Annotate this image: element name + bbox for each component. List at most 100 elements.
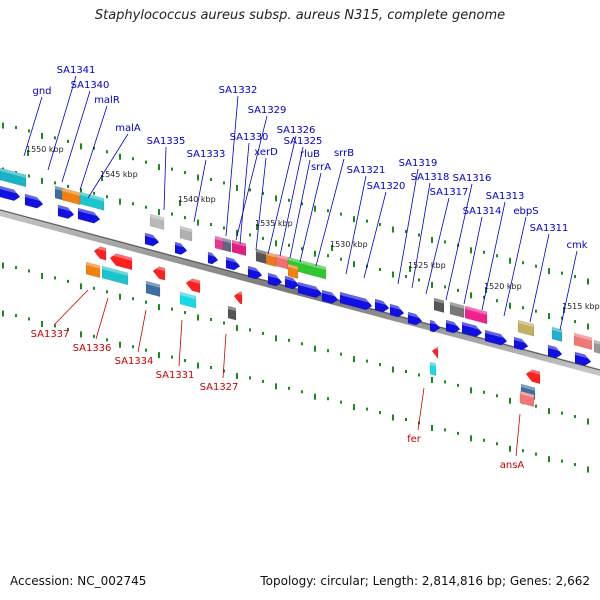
gene-label-rlub[interactable]: rluB <box>300 149 320 160</box>
gene-feature[interactable] <box>513 336 529 351</box>
gene-label-sa1336[interactable]: SA1336 <box>73 343 112 354</box>
gene-label-malr[interactable]: malR <box>94 95 120 106</box>
gene-feature[interactable] <box>433 297 445 313</box>
gc-dot <box>535 404 537 408</box>
gene-feature[interactable] <box>233 291 243 305</box>
gene-feature[interactable] <box>227 305 237 321</box>
gene-label-sa1329[interactable]: SA1329 <box>248 105 287 116</box>
gene-feature[interactable] <box>0 185 21 202</box>
gene-label-sa1332[interactable]: SA1332 <box>219 85 258 96</box>
gene-feature[interactable] <box>431 346 439 360</box>
gene-label-sa1334[interactable]: SA1334 <box>115 356 154 367</box>
gene-feature[interactable] <box>574 351 592 366</box>
gene-label-sa1316[interactable]: SA1316 <box>453 173 492 184</box>
gene-label-sa1330[interactable]: SA1330 <box>230 132 269 143</box>
gene-label-leader <box>163 146 167 211</box>
gene-feature[interactable] <box>77 207 101 224</box>
gene-feature[interactable] <box>464 305 488 325</box>
gene-label-sa1335[interactable]: SA1335 <box>147 136 186 147</box>
gene-feature[interactable] <box>149 213 165 231</box>
gene-label-sa1317[interactable]: SA1317 <box>430 187 469 198</box>
gene-label-sa1333[interactable]: SA1333 <box>187 149 226 160</box>
gene-feature[interactable] <box>174 241 188 255</box>
gene-feature[interactable] <box>144 232 160 247</box>
gene-feature[interactable] <box>152 266 166 281</box>
gene-feature[interactable] <box>231 239 247 257</box>
gene-label-sa1314[interactable]: SA1314 <box>463 206 502 217</box>
gene-feature[interactable] <box>79 191 105 211</box>
gene-label-gnd[interactable]: gnd <box>32 86 51 97</box>
gene-feature[interactable] <box>222 237 232 253</box>
gene-feature[interactable] <box>374 298 390 313</box>
gene-label-sa1340[interactable]: SA1340 <box>71 80 110 91</box>
gene-feature[interactable] <box>321 289 339 304</box>
gene-feature[interactable] <box>185 278 201 294</box>
gene-label-sa1327[interactable]: SA1327 <box>200 382 239 393</box>
gene-label-sa1326[interactable]: SA1326 <box>277 125 316 136</box>
gene-label-sa1311[interactable]: SA1311 <box>530 223 569 234</box>
gene-label-srra[interactable]: srrA <box>311 162 331 173</box>
gene-feature[interactable] <box>547 344 563 359</box>
gene-label-leader <box>239 142 250 245</box>
gene-feature[interactable] <box>551 326 563 342</box>
gc-dot <box>444 285 446 289</box>
gene-feature[interactable] <box>247 265 263 280</box>
gene-feature[interactable] <box>179 291 197 309</box>
gene-feature[interactable] <box>145 280 161 298</box>
gene-feature[interactable] <box>461 321 483 338</box>
gene-feature[interactable] <box>407 311 423 326</box>
gene-label-sa1318[interactable]: SA1318 <box>411 172 450 183</box>
gene-feature[interactable] <box>179 225 193 242</box>
gene-label-cmk[interactable]: cmk <box>566 240 587 251</box>
gene-feature[interactable] <box>593 339 600 354</box>
gene-feature[interactable] <box>101 265 129 286</box>
gc-dot <box>288 243 290 247</box>
gene-label-sa1341[interactable]: SA1341 <box>57 65 96 76</box>
gene-feature[interactable] <box>61 187 81 206</box>
gene-label-sa1321[interactable]: SA1321 <box>347 165 386 176</box>
gene-feature[interactable] <box>519 390 535 408</box>
gene-feature[interactable] <box>267 272 283 287</box>
gene-feature[interactable] <box>339 291 373 311</box>
gene-label-sa1313[interactable]: SA1313 <box>486 191 525 202</box>
gene-feature[interactable] <box>484 329 508 346</box>
gene-feature[interactable] <box>297 281 323 299</box>
gene-feature[interactable] <box>225 256 241 271</box>
gene-feature[interactable] <box>525 369 541 385</box>
gene-feature[interactable] <box>57 204 75 219</box>
gene-feature[interactable] <box>93 246 107 261</box>
gene-feature-shade <box>432 345 438 350</box>
gene-feature[interactable] <box>445 319 461 334</box>
gene-feature[interactable] <box>389 303 405 318</box>
gene-feature[interactable] <box>449 301 465 319</box>
gc-dot <box>379 363 381 367</box>
gene-label-fer[interactable]: fer <box>407 434 422 445</box>
gene-label-sa1331[interactable]: SA1331 <box>156 370 195 381</box>
gene-label-mala[interactable]: malA <box>115 123 141 134</box>
gene-feature[interactable] <box>109 253 133 271</box>
gene-label-xerd[interactable]: xerD <box>254 147 278 158</box>
gc-dot <box>574 463 576 467</box>
gene-label-sa1319[interactable]: SA1319 <box>399 158 438 169</box>
gene-label-sa1337[interactable]: SA1337 <box>31 329 70 340</box>
gene-feature[interactable] <box>207 251 219 265</box>
gc-dot <box>236 324 238 331</box>
gene-label-sa1325[interactable]: SA1325 <box>284 136 323 147</box>
gene-feature[interactable] <box>265 251 277 267</box>
gene-feature[interactable] <box>24 193 44 209</box>
gene-label-sa1320[interactable]: SA1320 <box>367 181 406 192</box>
gene-feature[interactable] <box>287 263 299 279</box>
gene-feature[interactable] <box>573 332 593 351</box>
gene-label-ebps[interactable]: ebpS <box>513 206 538 217</box>
gene-label-ansa[interactable]: ansA <box>500 460 525 471</box>
gc-dot <box>561 459 563 463</box>
gene-feature[interactable] <box>85 261 101 279</box>
gene-feature[interactable] <box>284 275 300 290</box>
gene-label-srrb[interactable]: srrB <box>334 148 354 159</box>
gene-feature[interactable] <box>429 361 437 376</box>
gene-feature[interactable] <box>517 319 535 337</box>
gene-feature[interactable] <box>0 167 27 188</box>
gc-dot <box>340 400 342 404</box>
gene-feature[interactable] <box>214 235 224 251</box>
gene-feature[interactable] <box>429 319 441 333</box>
